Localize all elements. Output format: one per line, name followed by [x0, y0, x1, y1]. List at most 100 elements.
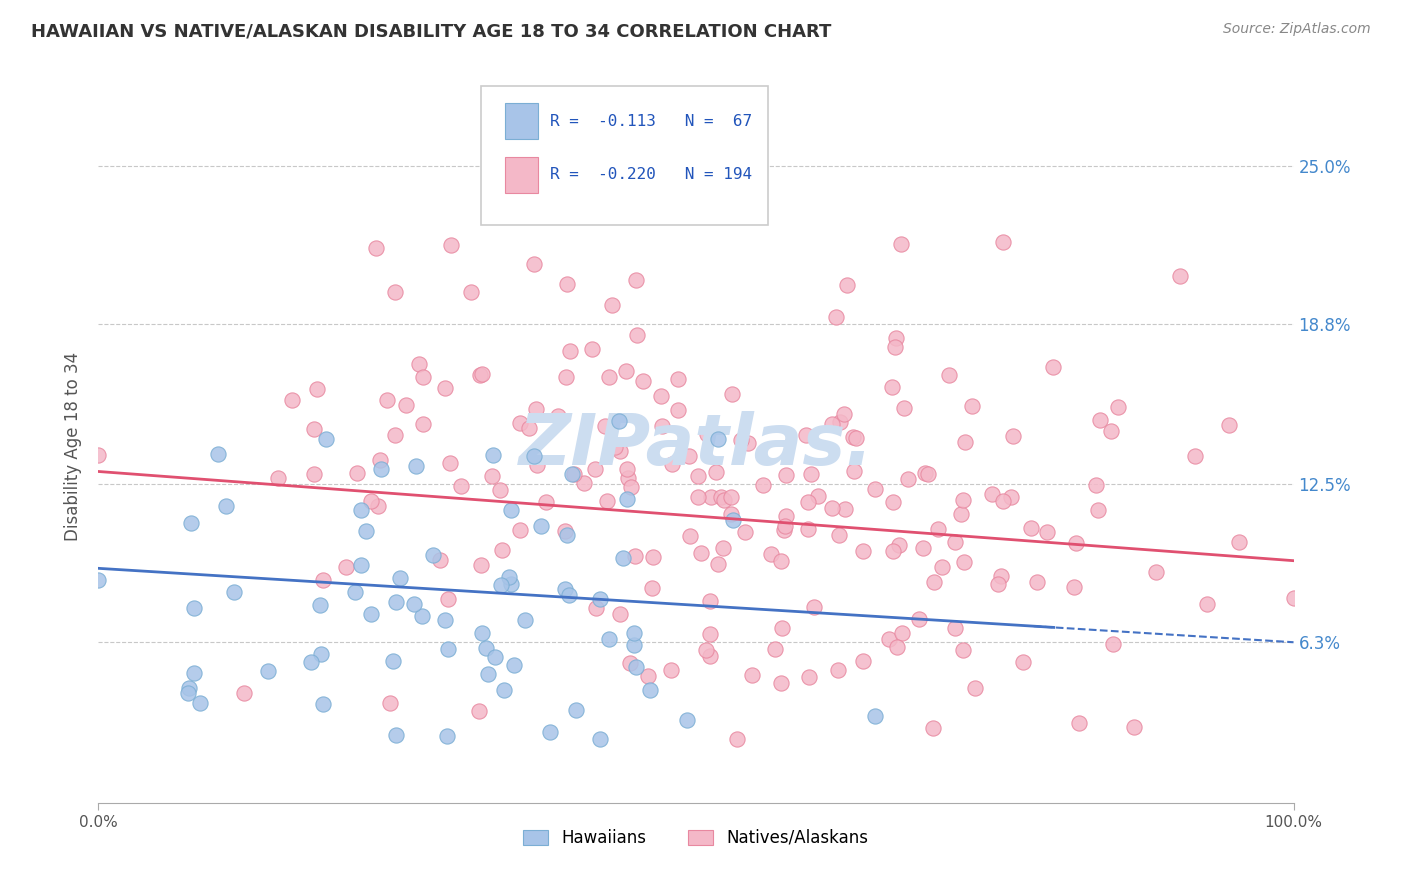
Point: [623, 638, 645, 652]
Point: [468, 704, 491, 718]
Point: [991, 235, 1014, 249]
Point: [224, 584, 246, 599]
Text: R =  -0.220   N = 194: R = -0.220 N = 194: [550, 168, 752, 182]
Point: [1218, 418, 1240, 433]
Point: [429, 553, 451, 567]
Point: [558, 344, 581, 359]
Point: [605, 440, 627, 454]
Point: [589, 592, 612, 607]
Point: [267, 470, 290, 484]
Point: [990, 568, 1012, 582]
Point: [412, 417, 434, 431]
Point: [555, 528, 578, 542]
Point: [554, 370, 576, 384]
Point: [436, 642, 458, 657]
Point: [482, 448, 505, 462]
Point: [368, 453, 391, 467]
Point: [513, 613, 536, 627]
Point: [675, 713, 697, 727]
Point: [616, 492, 638, 507]
Point: [914, 466, 936, 480]
Point: [281, 393, 304, 408]
Point: [711, 541, 734, 555]
Point: [659, 663, 682, 677]
Point: [581, 343, 603, 357]
Point: [922, 574, 945, 589]
Point: [852, 544, 875, 558]
Point: [623, 626, 645, 640]
Point: [986, 577, 1008, 591]
Point: [960, 399, 983, 413]
Point: [470, 558, 492, 573]
Point: [1107, 400, 1129, 414]
Point: [699, 649, 721, 664]
Point: [952, 492, 974, 507]
Point: [945, 535, 967, 549]
Point: [437, 592, 460, 607]
Point: [889, 538, 911, 552]
Point: [763, 641, 786, 656]
Point: [695, 643, 717, 657]
Point: [530, 519, 553, 533]
Point: [689, 546, 711, 560]
Point: [526, 458, 548, 473]
Point: [773, 519, 796, 533]
Point: [384, 285, 406, 299]
Point: [562, 467, 585, 481]
Point: [1012, 656, 1035, 670]
Point: [609, 444, 631, 458]
Point: [534, 495, 557, 509]
Point: [710, 490, 733, 504]
Point: [312, 697, 335, 711]
Point: [1282, 591, 1305, 605]
Point: [679, 529, 702, 543]
Point: [707, 433, 730, 447]
Point: [886, 640, 908, 654]
Point: [1085, 477, 1108, 491]
Point: [688, 469, 710, 483]
Point: [367, 499, 389, 513]
Point: [484, 649, 506, 664]
Point: [412, 370, 434, 384]
Point: [307, 382, 329, 396]
Point: [825, 310, 848, 324]
Point: [638, 682, 661, 697]
Point: [828, 527, 851, 541]
Point: [302, 467, 325, 481]
Point: [600, 298, 623, 312]
Point: [385, 728, 408, 742]
Text: Source: ZipAtlas.com: Source: ZipAtlas.com: [1223, 22, 1371, 37]
Point: [678, 450, 700, 464]
Point: [509, 523, 531, 537]
Point: [1184, 449, 1206, 463]
Point: [938, 368, 960, 383]
Point: [607, 413, 630, 427]
Point: [830, 415, 852, 429]
Point: [583, 462, 606, 476]
Point: [302, 421, 325, 435]
Point: [794, 428, 817, 442]
Point: [474, 640, 496, 655]
Text: R =  -0.113   N =  67: R = -0.113 N = 67: [550, 114, 752, 128]
Point: [890, 236, 912, 251]
Point: [470, 368, 492, 382]
Point: [922, 722, 945, 736]
FancyBboxPatch shape: [505, 157, 538, 193]
Point: [370, 462, 392, 476]
Point: [180, 516, 202, 530]
Point: [233, 686, 256, 700]
Point: [1067, 715, 1090, 730]
Point: [177, 686, 200, 700]
Point: [523, 257, 546, 271]
Point: [517, 421, 540, 435]
Point: [626, 328, 648, 343]
Point: [494, 683, 516, 698]
Point: [299, 656, 322, 670]
Point: [360, 607, 382, 621]
Point: [491, 578, 513, 592]
Point: [558, 588, 581, 602]
Point: [931, 560, 953, 574]
Point: [865, 482, 887, 496]
Point: [704, 465, 727, 479]
Point: [897, 472, 920, 486]
